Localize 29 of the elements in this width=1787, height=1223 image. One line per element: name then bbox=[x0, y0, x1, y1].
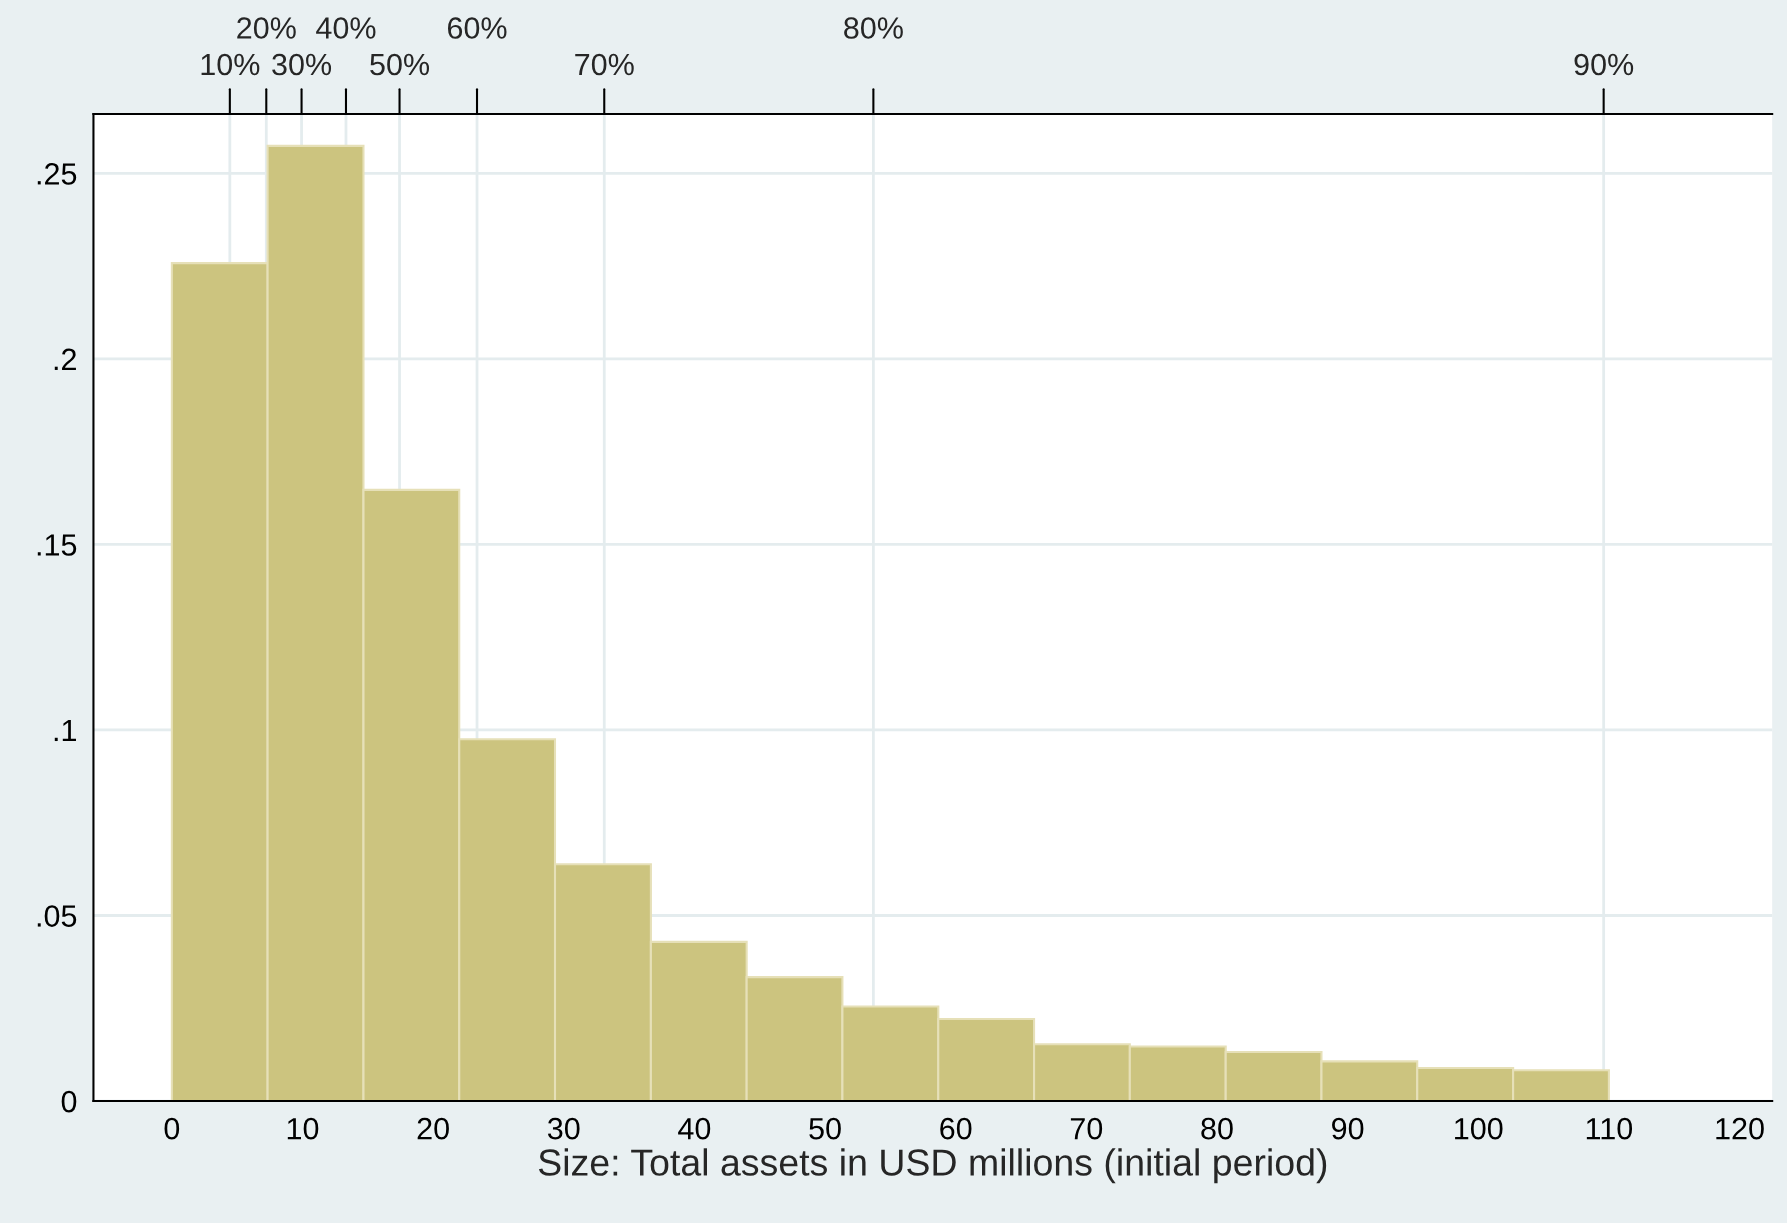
y-tick-label: .1 bbox=[54, 720, 76, 742]
y-tick-label: 0 bbox=[61, 1090, 77, 1113]
x-tick-label: 90 bbox=[1332, 1117, 1364, 1140]
y-tick-label: .15 bbox=[37, 534, 77, 556]
x-tick-label: 40 bbox=[678, 1117, 711, 1140]
x-tick-label: 60 bbox=[940, 1117, 972, 1140]
text: 70% bbox=[575, 53, 634, 76]
x-tick-label: 110 bbox=[1586, 1117, 1633, 1140]
x-tick-label: 0 bbox=[164, 1117, 180, 1140]
text: 50% bbox=[370, 53, 430, 76]
y-tick-label: .2 bbox=[54, 348, 76, 370]
text: 60% bbox=[447, 17, 507, 39]
x-tick-label: 100 bbox=[1455, 1117, 1503, 1140]
y-tick-label: .05 bbox=[37, 905, 77, 927]
x-tick-label: 120 bbox=[1716, 1117, 1764, 1140]
x-tick-label: 80 bbox=[1201, 1117, 1233, 1140]
text: 10% bbox=[201, 53, 260, 76]
text: 80% bbox=[844, 17, 903, 39]
y-tick-label: .25 bbox=[37, 163, 77, 185]
x-tick-label: 70 bbox=[1070, 1117, 1103, 1140]
text: 30% bbox=[272, 53, 332, 76]
x-tick-label: 10 bbox=[287, 1117, 319, 1140]
x-tick-label: 50 bbox=[809, 1117, 841, 1140]
text: 90% bbox=[1574, 53, 1634, 76]
x-tick-label: 30 bbox=[547, 1117, 580, 1140]
text: 20% bbox=[237, 17, 296, 39]
text: 40% bbox=[316, 17, 376, 39]
x-tick-label: 20 bbox=[417, 1117, 449, 1140]
x-axis-title: Size: Total assets in USD millions (initial period) bbox=[538, 1148, 1327, 1184]
